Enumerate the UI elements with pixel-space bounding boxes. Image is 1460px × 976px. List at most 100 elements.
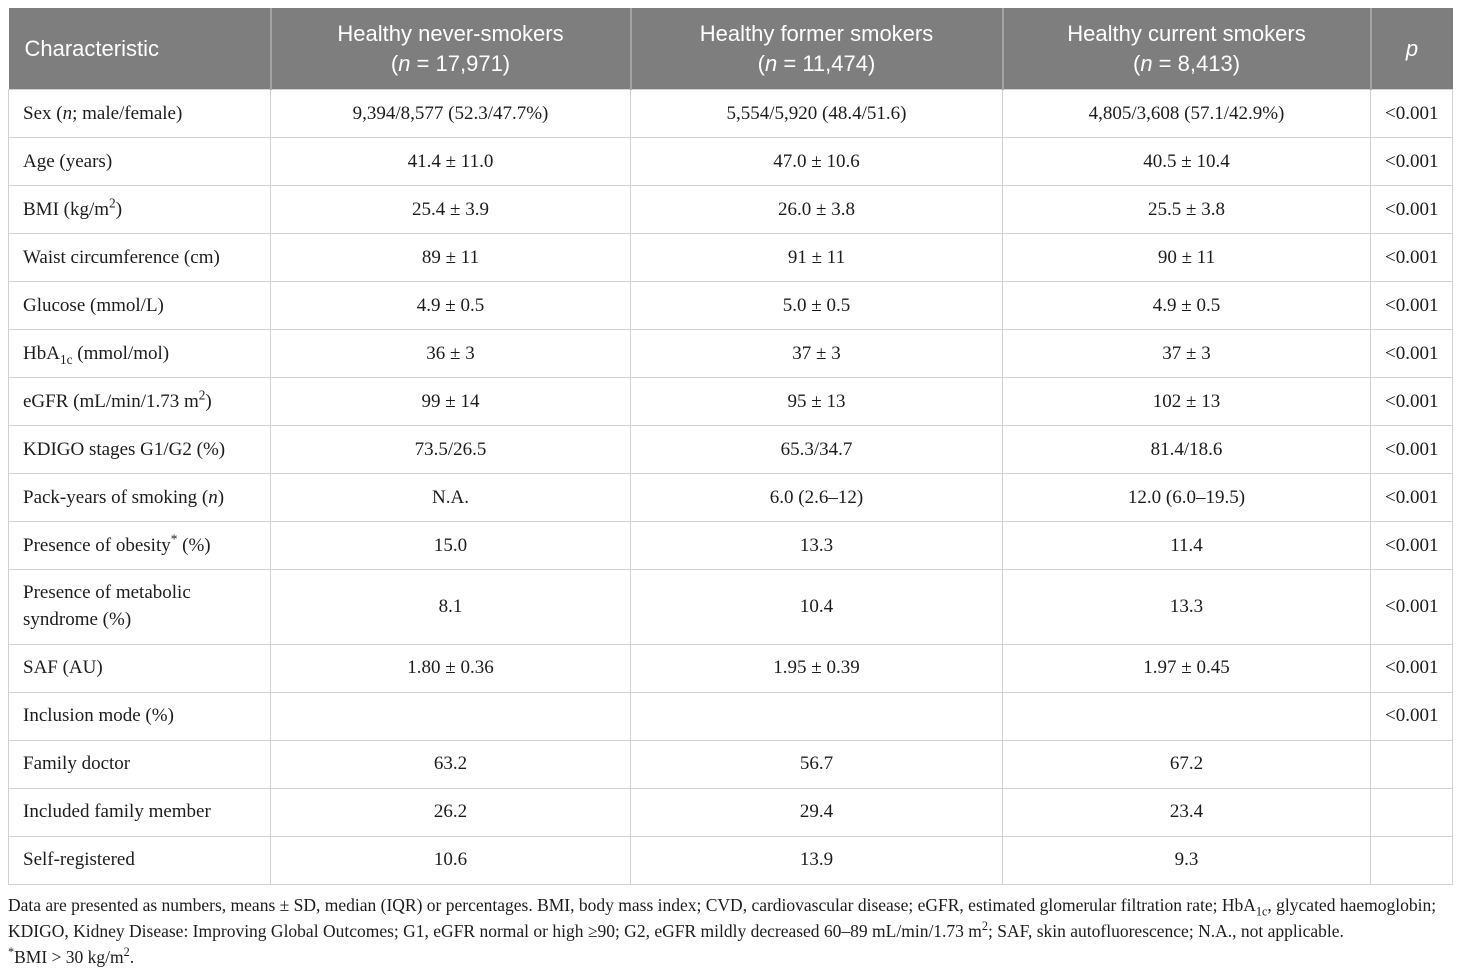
value-cell: 41.4 ± 11.0 [270, 137, 631, 187]
p-value-cell: <0.001 [1370, 329, 1453, 379]
table-row: Presence of metabolic syndrome (%) 8.1 10.… [8, 569, 1453, 645]
table-body: Sex (n; male/female) 9,394/8,577 (52.3/47… [8, 89, 1453, 885]
value-cell [270, 691, 631, 741]
row-label-cell: HbA1c (mmol/mol) [8, 329, 271, 379]
value-cell: 9.3 [1002, 835, 1371, 885]
value-cell: 26.0 ± 3.8 [630, 185, 1003, 235]
value-cell: 5.0 ± 0.5 [630, 281, 1003, 331]
table-row: eGFR (mL/min/1.73 m2) 99 ± 14 95 ± 13 102 ±… [8, 377, 1453, 427]
header-group-n: (n = 8,413) [1132, 50, 1241, 76]
characteristics-table: Characteristic Healthy never-smokers (n … [8, 8, 1453, 885]
table-row: Inclusion mode (%) <0.001 [8, 691, 1453, 741]
row-label-cell: Presence of obesity* (%) [8, 521, 271, 571]
footnote-abbreviations: Data are presented as numbers, means ± S… [8, 894, 1437, 941]
value-cell: 1.95 ± 0.39 [630, 643, 1003, 693]
value-cell: 4,805/3,608 (57.1/42.9%) [1002, 89, 1371, 139]
p-value-cell: <0.001 [1370, 643, 1453, 693]
value-cell: 25.5 ± 3.8 [1002, 185, 1371, 235]
header-p-value: p [1369, 8, 1453, 90]
table-row: SAF (AU) 1.80 ± 0.36 1.95 ± 0.39 1.97 ± 0.4… [8, 643, 1453, 693]
value-cell: 6.0 (2.6–12) [630, 473, 1003, 523]
value-cell: 81.4/18.6 [1002, 425, 1371, 475]
value-cell: 9,394/8,577 (52.3/47.7%) [270, 89, 631, 139]
p-value-cell: <0.001 [1370, 569, 1453, 645]
p-value-cell: <0.001 [1370, 137, 1453, 187]
value-cell: 29.4 [630, 787, 1003, 837]
table-header: Characteristic Healthy never-smokers (n … [8, 8, 1453, 90]
row-label-cell: Inclusion mode (%) [8, 691, 271, 741]
value-cell: 13.3 [630, 521, 1003, 571]
p-value-cell [1370, 787, 1453, 837]
header-group-n: (n = 11,474) [757, 50, 876, 76]
value-cell: 65.3/34.7 [630, 425, 1003, 475]
value-cell: 73.5/26.5 [270, 425, 631, 475]
p-value-cell: <0.001 [1370, 691, 1453, 741]
value-cell: 67.2 [1002, 739, 1371, 789]
header-group-n: (n = 17,971) [390, 50, 511, 76]
value-cell: 11.4 [1002, 521, 1371, 571]
table-row: Age (years) 41.4 ± 11.0 47.0 ± 10.6 40.5 ± … [8, 137, 1453, 187]
p-value-cell: <0.001 [1370, 377, 1453, 427]
value-cell: 13.3 [1002, 569, 1371, 645]
value-cell: 56.7 [630, 739, 1003, 789]
row-label-cell: KDIGO stages G1/G2 (%) [8, 425, 271, 475]
value-cell: 4.9 ± 0.5 [1002, 281, 1371, 331]
value-cell: 102 ± 13 [1002, 377, 1371, 427]
p-value-cell: <0.001 [1370, 281, 1453, 331]
table-row: KDIGO stages G1/G2 (%) 73.5/26.5 65.3/34.7… [8, 425, 1453, 475]
table-row: Presence of obesity* (%) 15.0 13.3 11.4 <0.0… [8, 521, 1453, 571]
row-label-cell: Glucose (mmol/L) [8, 281, 271, 331]
row-label-cell: Self-registered [8, 835, 271, 885]
table-row: BMI (kg/m2) 25.4 ± 3.9 26.0 ± 3.8 25.5 ± 3.… [8, 185, 1453, 235]
value-cell: 37 ± 3 [630, 329, 1003, 379]
value-cell: 8.1 [270, 569, 631, 645]
table-row: Self-registered 10.6 13.9 9.3 [8, 835, 1453, 885]
value-cell: 36 ± 3 [270, 329, 631, 379]
footnote-bmi-definition: *BMI > 30 kg/m2. [8, 945, 135, 968]
table-row: Waist circumference (cm) 89 ± 11 91 ± 11 90… [8, 233, 1453, 283]
value-cell: 95 ± 13 [630, 377, 1003, 427]
value-cell: 10.6 [270, 835, 631, 885]
row-label-cell: Age (years) [8, 137, 271, 187]
value-cell [1002, 691, 1371, 741]
row-label-cell: BMI (kg/m2) [8, 185, 271, 235]
table-row: Pack-years of smoking (n) N.A. 6.0 (2.6–12… [8, 473, 1453, 523]
value-cell: 13.9 [630, 835, 1003, 885]
row-label-cell: Waist circumference (cm) [8, 233, 271, 283]
value-cell: 40.5 ± 10.4 [1002, 137, 1371, 187]
table-row: Glucose (mmol/L) 4.9 ± 0.5 5.0 ± 0.5 4.9 ± … [8, 281, 1453, 331]
p-value-cell: <0.001 [1370, 233, 1453, 283]
header-characteristic: Characteristic [8, 8, 271, 90]
value-cell: 25.4 ± 3.9 [270, 185, 631, 235]
value-cell: 23.4 [1002, 787, 1371, 837]
value-cell: 89 ± 11 [270, 233, 631, 283]
value-cell: 37 ± 3 [1002, 329, 1371, 379]
table-row: Included family member 26.2 29.4 23.4 [8, 787, 1453, 837]
p-value-cell [1370, 739, 1453, 789]
p-value-cell: <0.001 [1370, 521, 1453, 571]
table-row: HbA1c (mmol/mol) 36 ± 3 37 ± 3 37 ± 3 <0.001 [8, 329, 1453, 379]
row-label-cell: Presence of metabolic syndrome (%) [8, 569, 271, 645]
row-label-cell: Sex (n; male/female) [8, 89, 271, 139]
row-label-cell: Family doctor [8, 739, 271, 789]
value-cell [630, 691, 1003, 741]
value-cell: 5,554/5,920 (48.4/51.6) [630, 89, 1003, 139]
value-cell: 99 ± 14 [270, 377, 631, 427]
header-group-never-smokers: Healthy never-smokers (n = 17,971) [269, 8, 631, 90]
value-cell: 90 ± 11 [1002, 233, 1371, 283]
header-group-name: Healthy current smokers [1067, 21, 1306, 46]
row-label-cell: SAF (AU) [8, 643, 271, 693]
value-cell: 4.9 ± 0.5 [270, 281, 631, 331]
value-cell: 1.80 ± 0.36 [270, 643, 631, 693]
table-footnotes: Data are presented as numbers, means ± S… [8, 892, 1460, 971]
value-cell: 15.0 [270, 521, 631, 571]
row-label-cell: Pack-years of smoking (n) [8, 473, 271, 523]
row-label-cell: eGFR (mL/min/1.73 m2) [8, 377, 271, 427]
value-cell: 10.4 [630, 569, 1003, 645]
header-row: Characteristic Healthy never-smokers (n … [8, 8, 1453, 90]
p-value-cell: <0.001 [1370, 425, 1453, 475]
table-row: Sex (n; male/female) 9,394/8,577 (52.3/47… [8, 89, 1453, 139]
row-label-cell: Included family member [8, 787, 271, 837]
value-cell: 26.2 [270, 787, 631, 837]
